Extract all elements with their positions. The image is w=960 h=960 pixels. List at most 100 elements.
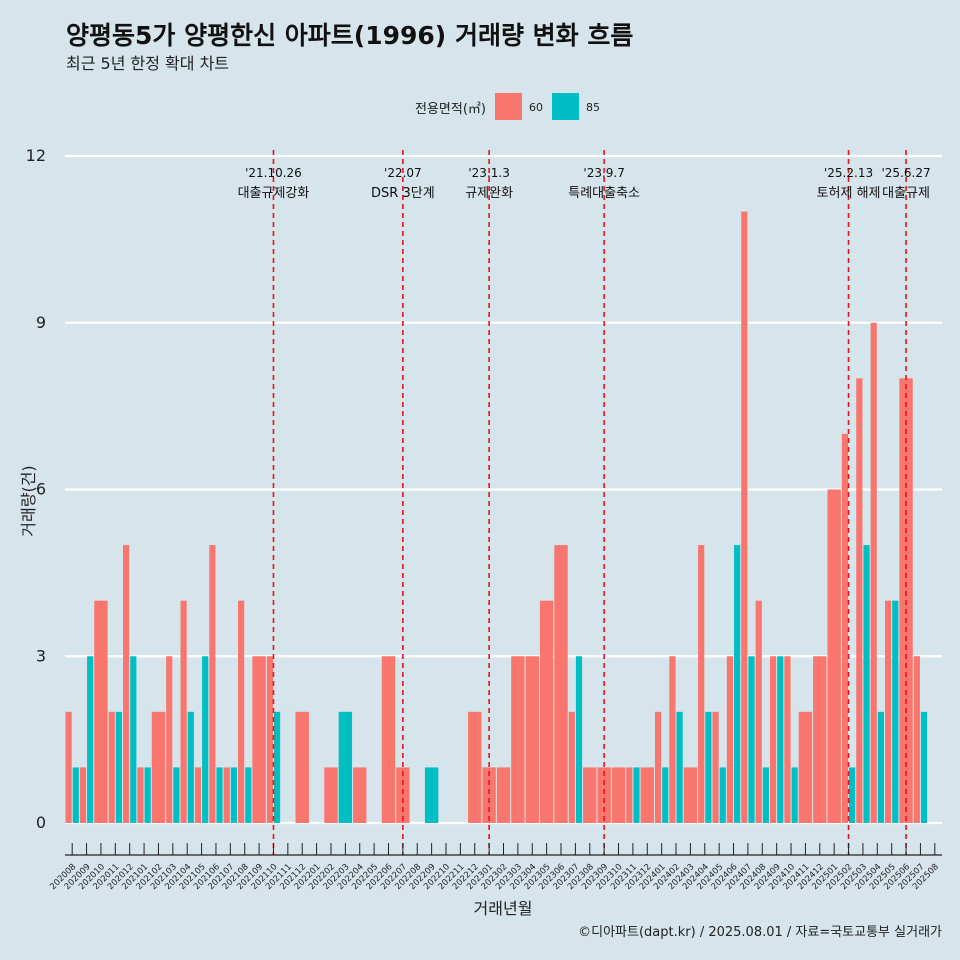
bar-60-202103 [166, 656, 173, 823]
bar-85-202504 [877, 711, 884, 823]
bar-85-202105 [202, 656, 209, 823]
bar-60-202312 [640, 767, 654, 823]
bar-85-202307 [575, 656, 583, 823]
bar-60-202101 [137, 767, 144, 823]
x-axis-label: 거래년월 [474, 899, 533, 918]
bar-60-202011 [108, 711, 115, 823]
bar-85-202209 [424, 767, 439, 823]
y-tick-label: 9 [36, 313, 46, 332]
bar-60-202407 [741, 211, 748, 823]
bar-85-202404 [705, 711, 712, 823]
annotation-date: '25.2.13 [824, 166, 873, 180]
bar-60-202406 [726, 656, 734, 823]
y-tick-label: 6 [36, 480, 46, 499]
bar-85-202405 [719, 767, 726, 823]
annotations: '21.10.26 대출규제강화 '22.07 DSR 3단계 '23.1.3 규제완화 '… [238, 150, 931, 855]
bar-85-202009 [87, 656, 94, 823]
bar-60-202112 [295, 711, 309, 823]
caption: ©디아파트(dapt.kr) / 2025.08.01 / 자료=국토교통부 실… [578, 925, 942, 940]
bar-85-202505 [892, 600, 899, 823]
annotation-label: 대출규제강화 [238, 186, 310, 201]
bar-60-202401 [654, 711, 662, 823]
bar-85-202502 [849, 767, 856, 823]
bar-85-202008 [72, 767, 79, 823]
bar-60-202412 [813, 656, 827, 823]
legend-label-60: 60 [529, 101, 543, 114]
bar-60-202110 [266, 656, 273, 823]
bar-60-202010 [94, 600, 108, 823]
bar-85-202101 [144, 767, 151, 823]
bar-85-202108 [245, 767, 252, 823]
annotation-label: 규제완화 [465, 186, 513, 201]
bar-60-202303 [511, 656, 525, 823]
legend-label-85: 85 [586, 101, 600, 114]
bar-60-202212 [468, 711, 482, 823]
bar-85-202110 [273, 711, 281, 823]
bar-85-202408 [762, 767, 769, 823]
bar-60-202405 [712, 711, 719, 823]
bar-60-202106 [209, 545, 216, 823]
bar-60-202408 [755, 600, 762, 823]
chart-title: 양평동5가 양평한신 아파트(1996) 거래량 변화 흐름 [66, 21, 633, 50]
bar-60-202410 [784, 656, 791, 823]
y-axis-label: 거래량(건) [19, 465, 38, 536]
bar-60-202504 [870, 322, 877, 823]
y-tick-label: 3 [36, 646, 46, 665]
bar-85-202503 [863, 545, 870, 823]
bar-60-202503 [856, 378, 863, 823]
bar-60-202304 [525, 656, 539, 823]
bar-60-202306 [554, 545, 568, 823]
bar-60-202302 [496, 767, 511, 823]
bar-60-202105 [194, 767, 202, 823]
annotation-label: DSR 3단계 [371, 186, 435, 201]
bar-60-202311 [626, 767, 633, 823]
annotation-date: '23.9.7 [583, 166, 624, 180]
bar-85-202012 [130, 656, 137, 823]
legend: 전용면적(㎡) 60 85 [415, 93, 600, 120]
bar-85-202409 [777, 656, 784, 823]
legend-swatch-60 [495, 93, 522, 120]
bar-60-202012 [123, 545, 130, 823]
annotation-label: 특례대출축소 [568, 186, 640, 201]
bar-60-202502 [841, 433, 849, 823]
bar-85-202507 [920, 711, 928, 823]
bar-60-202310 [611, 767, 626, 823]
bar-60-202501 [827, 489, 841, 823]
bar-85-202406 [734, 545, 741, 823]
bar-60-202403 [683, 767, 698, 823]
y-tick-label: 12 [26, 146, 46, 165]
y-tick-label: 0 [36, 813, 46, 832]
bar-60-202505 [884, 600, 892, 823]
bar-60-202402 [669, 656, 676, 823]
bar-85-202410 [791, 767, 798, 823]
bar-85-202311 [633, 767, 640, 823]
bar-85-202104 [187, 711, 194, 823]
bar-60-202008 [65, 711, 72, 823]
annotation-label: 대출규제 [882, 186, 930, 201]
bar-85-202011 [115, 711, 123, 823]
bar-60-202411 [798, 711, 813, 823]
bar-60-202301 [482, 767, 496, 823]
legend-title: 전용면적(㎡) [415, 102, 486, 117]
annotation-date: '23.1.3 [468, 166, 509, 180]
bar-60-202307 [568, 711, 575, 823]
bar-85-202103 [173, 767, 180, 823]
bar-60-202309 [597, 767, 611, 823]
y-axis: 0 3 6 9 12 [26, 146, 46, 832]
bar-60-202109 [252, 656, 266, 823]
bar-85-202407 [748, 656, 755, 823]
chart-subtitle: 최근 5년 한정 확대 차트 [66, 54, 229, 73]
bar-85-202107 [230, 767, 238, 823]
bar-60-202202 [324, 767, 338, 823]
bar-60-202204 [353, 767, 367, 823]
bar-85-202402 [676, 711, 683, 823]
annotation-date: '25.6.27 [882, 166, 931, 180]
bar-60-202207 [396, 767, 410, 823]
annotation-label: 토허제 해제 [817, 186, 881, 201]
bar-85-202106 [216, 767, 223, 823]
bar-60-202104 [180, 600, 187, 823]
bar-60-202107 [223, 767, 230, 823]
bar-60-202409 [769, 656, 777, 823]
